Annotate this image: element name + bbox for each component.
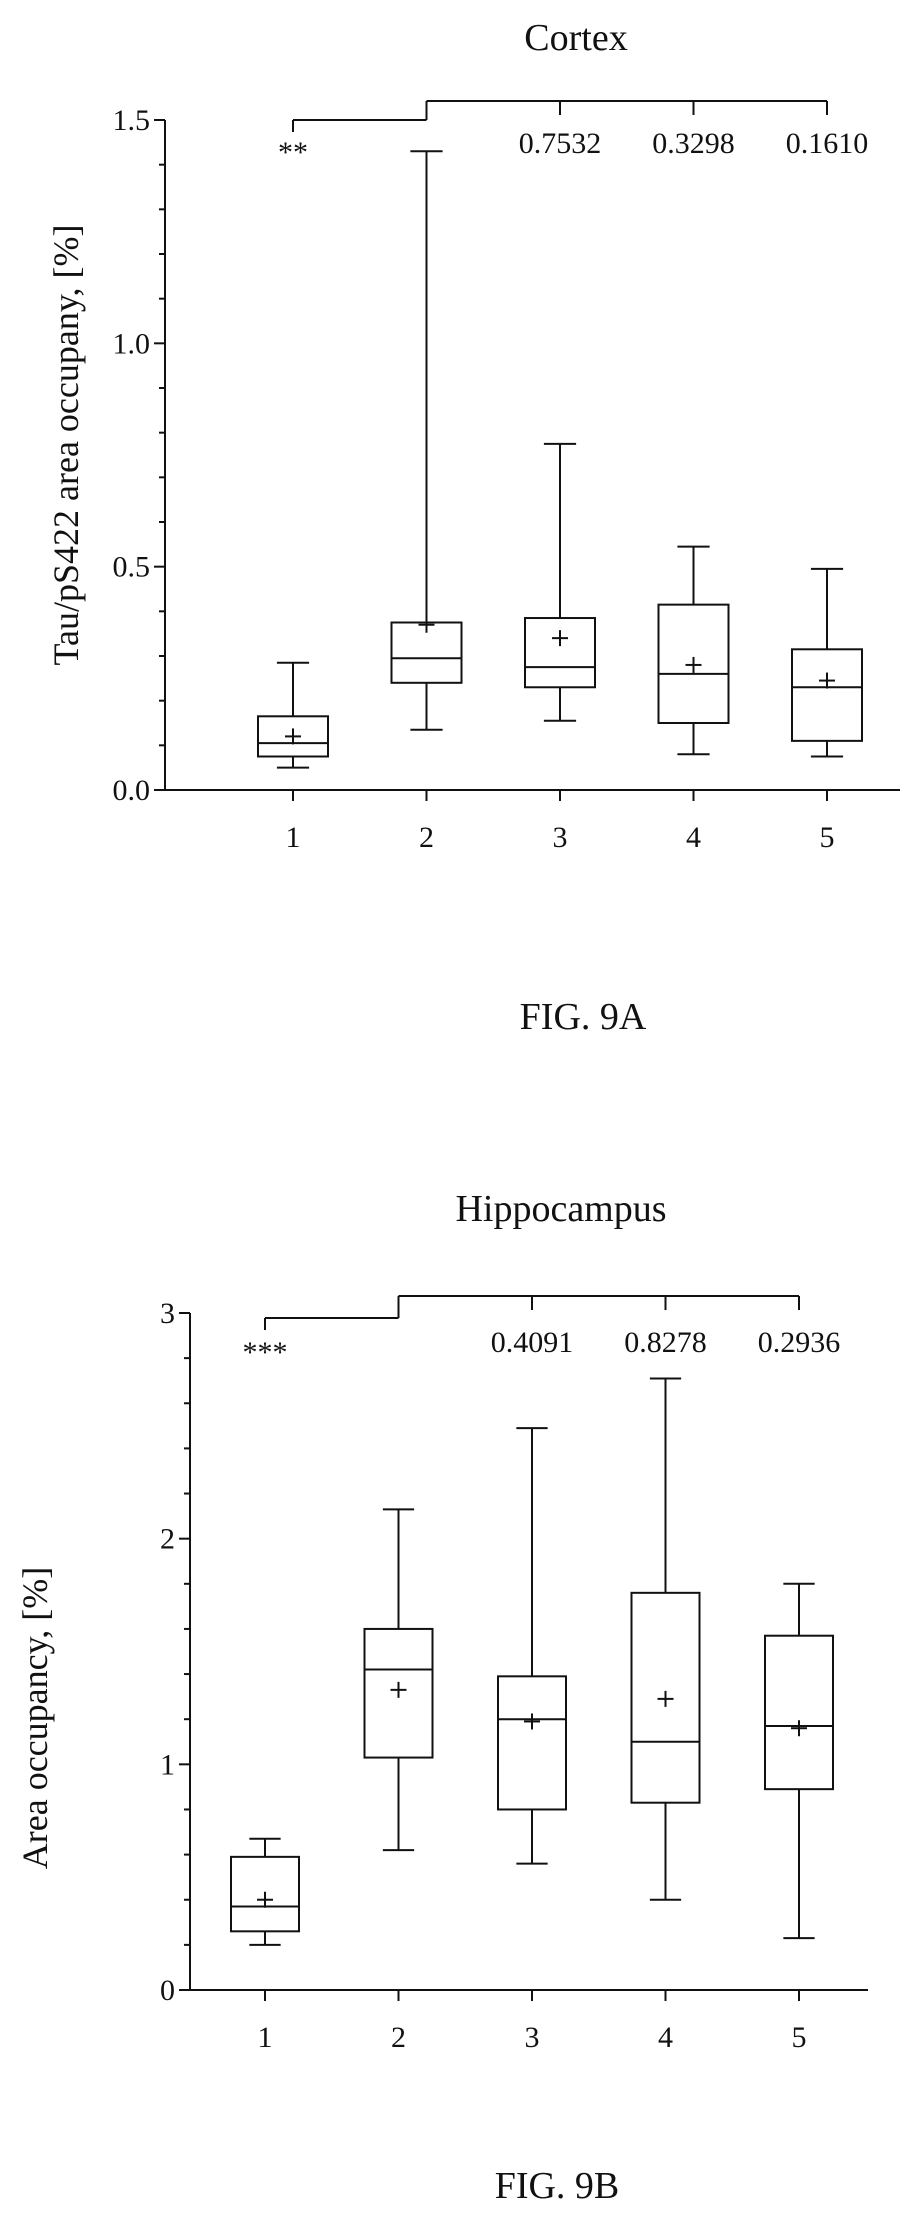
p-value-label: 0.1610 (786, 127, 869, 160)
box-group-1 (230, 1837, 300, 1946)
p-value-label: 0.2936 (758, 1326, 841, 1359)
panel-hippocampus: Hippocampus Area occupancy, [%] FIG. 9B … (15, 1188, 868, 2207)
x-tick-label: 1 (286, 821, 301, 854)
y-tick-label: 1 (160, 1748, 175, 1781)
box-group-3 (524, 442, 596, 722)
y-tick-label: 0.5 (113, 551, 151, 584)
y-tick-label: 0.0 (113, 774, 151, 807)
x-tick-label: 3 (553, 821, 568, 854)
x-tick-label: 4 (686, 821, 701, 854)
iqr-box (497, 1675, 567, 1811)
y-tick-label: 3 (160, 1297, 175, 1330)
p-value-label: 0.7532 (519, 127, 602, 160)
p-value-label: 0.4091 (491, 1326, 574, 1359)
chart-title: Hippocampus (455, 1188, 666, 1230)
y-tick-label: 2 (160, 1523, 175, 1556)
chart-title: Cortex (524, 17, 627, 59)
iqr-box (363, 1627, 434, 1759)
y-tick-label: 1.5 (113, 104, 151, 137)
y-axis-label: Tau/pS422 area occupany, [%] (46, 225, 86, 666)
significance-stars: ** (278, 136, 308, 169)
box-group-1 (257, 661, 329, 769)
box-group-2 (363, 1508, 434, 1852)
x-tick-label: 2 (391, 2021, 406, 2054)
panel-cortex: Cortex Tau/pS422 area occupany, [%] FIG.… (46, 17, 900, 1038)
box-group-5 (764, 1582, 834, 1940)
y-tick-label: 0 (160, 1974, 175, 2007)
iqr-box (764, 1634, 834, 1791)
box-group-2 (390, 150, 463, 731)
figure-caption: FIG. 9A (520, 996, 647, 1038)
p-value-label: 0.3298 (652, 127, 735, 160)
x-tick-label: 5 (820, 821, 835, 854)
x-tick-label: 5 (792, 2021, 807, 2054)
box-group-3 (497, 1427, 567, 1865)
box-group-4 (630, 1377, 701, 1901)
x-tick-label: 2 (419, 821, 434, 854)
box-group-4 (657, 545, 730, 756)
figure-caption: FIG. 9B (495, 2165, 620, 2207)
iqr-box (791, 648, 863, 742)
x-tick-label: 1 (258, 2021, 273, 2054)
y-axis-label: Area occupancy, [%] (15, 1567, 55, 1869)
y-tick-label: 1.0 (113, 327, 151, 360)
significance-stars: *** (243, 1336, 288, 1369)
box-group-5 (791, 567, 863, 758)
x-tick-label: 4 (658, 2021, 673, 2054)
p-value-label: 0.8278 (624, 1326, 707, 1359)
x-tick-label: 3 (525, 2021, 540, 2054)
iqr-box (524, 617, 596, 689)
